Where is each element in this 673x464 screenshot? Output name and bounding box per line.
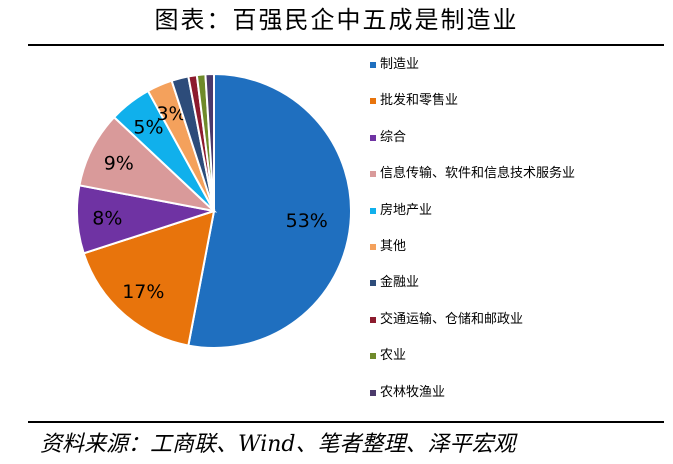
slice-data-label: 53% [286,210,328,232]
legend-swatch [370,62,376,68]
bottom-rule [28,421,664,423]
legend-label: 农林牧渔业 [380,384,446,400]
pie-chart: 53% 17% 8% 9% 5%3% [76,72,352,349]
slice-data-label: 3% [156,103,186,125]
top-rule [28,44,664,46]
legend-swatch [370,316,376,323]
legend-label: 综合 [380,129,407,145]
legend-swatch [370,171,376,178]
legend-label: 农业 [380,348,407,364]
legend-swatch [370,207,376,214]
slice-data-label: 9% [104,152,134,174]
legend-label: 批发和零售业 [380,93,459,109]
pie-slice-9 [204,72,215,212]
slice-data-label: 17% [122,281,164,303]
legend-label: 制造业 [380,57,420,72]
legend-label: 交通运输、仓储和邮政业 [380,311,524,327]
source-note: 资料来源：工商联、Wind、笔者整理、泽平宏观 [40,432,516,457]
slice-data-label: 5% [133,117,163,139]
pie-slice-0 [187,72,352,349]
legend-label: 其他 [380,239,407,254]
legend-swatch [370,280,376,287]
legend-swatch [370,389,376,396]
legend-label: 信息传输、软件和信息技术服务业 [380,166,576,182]
pie-slice-1 [82,209,216,347]
chart-title: 图表：百强民企中五成是制造业 [154,6,519,34]
legend-label: 房地产业 [380,202,433,218]
legend-swatch [370,244,376,250]
slice-data-label: 8% [92,208,122,230]
legend-swatch [370,98,376,105]
legend-swatch [370,353,376,360]
legend-swatch [370,134,376,141]
legend-label: 金融业 [380,275,420,291]
